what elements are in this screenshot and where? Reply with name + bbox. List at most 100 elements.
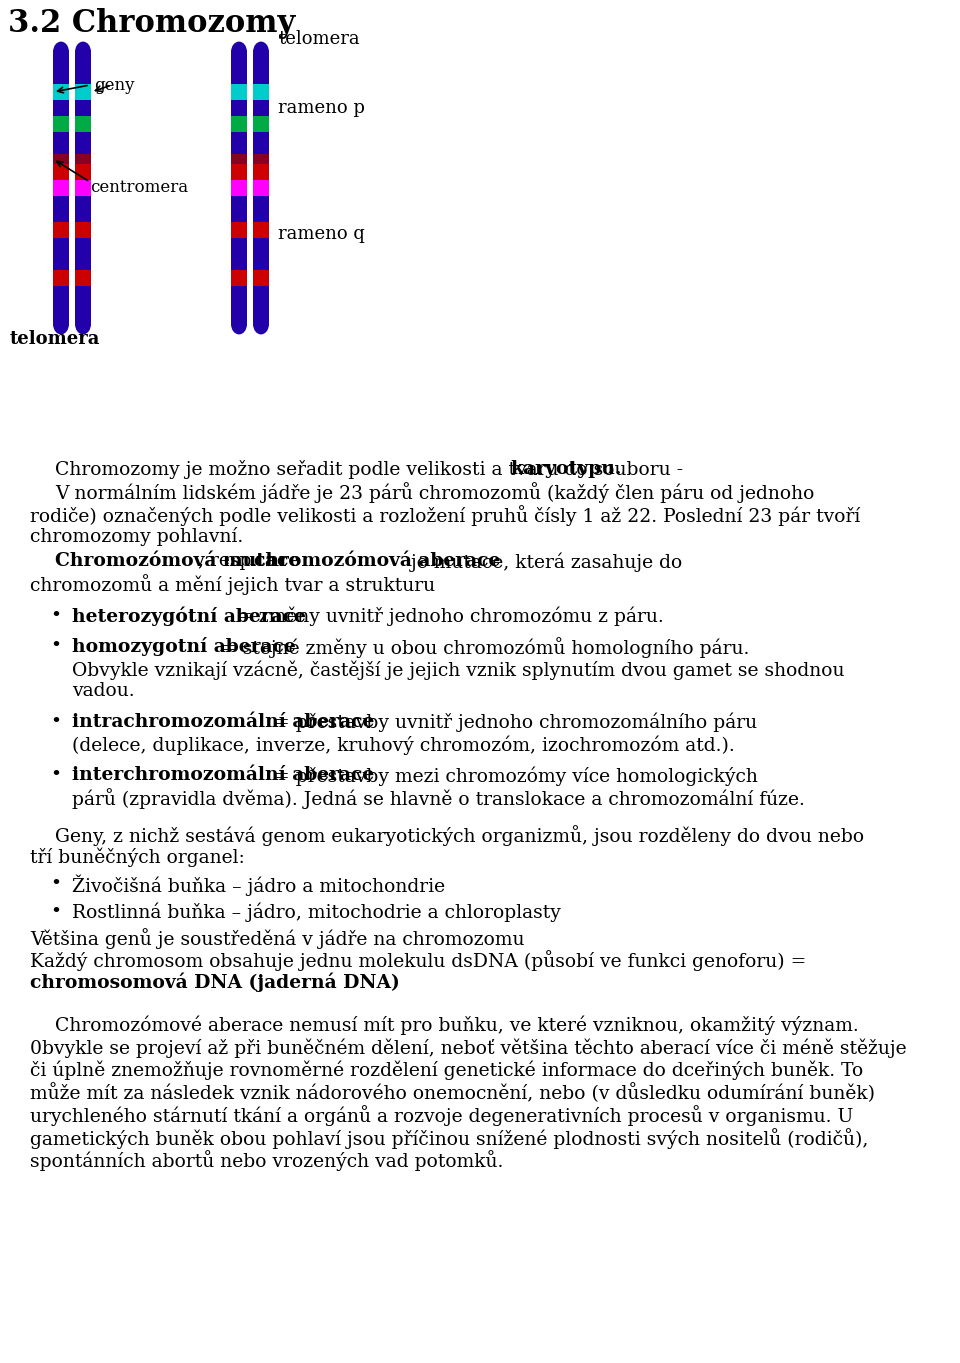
Bar bbox=[253, 164, 269, 180]
Text: homozygotní aberace: homozygotní aberace bbox=[72, 638, 296, 657]
Bar bbox=[53, 132, 69, 154]
Text: 0bvykle se projeví až při buněčném dělení, neboť většina těchto aberací více či : 0bvykle se projeví až při buněčném dělen… bbox=[30, 1039, 906, 1058]
Text: vadou.: vadou. bbox=[72, 683, 134, 701]
Ellipse shape bbox=[231, 42, 247, 63]
Ellipse shape bbox=[253, 42, 269, 63]
Ellipse shape bbox=[75, 313, 91, 334]
Bar bbox=[53, 222, 69, 239]
Bar bbox=[231, 116, 247, 132]
Text: gametických buněk obou pohlaví jsou příčinou snížené plodnosti svých nositelů (r: gametických buněk obou pohlaví jsou příč… bbox=[30, 1129, 869, 1149]
Bar bbox=[75, 196, 91, 222]
Text: chromozomů a mění jejich tvar a strukturu: chromozomů a mění jejich tvar a struktur… bbox=[30, 574, 435, 596]
Text: tří buněčných organel:: tří buněčných organel: bbox=[30, 848, 245, 867]
Text: Chromozomy je možno seřadit podle velikosti a tvaru do souboru -: Chromozomy je možno seřadit podle veliko… bbox=[55, 459, 689, 478]
Text: = přestavby mezi chromozómy více homologických: = přestavby mezi chromozómy více homolog… bbox=[268, 766, 758, 785]
Text: interchromozomální aberace: interchromozomální aberace bbox=[72, 766, 374, 784]
Bar bbox=[75, 222, 91, 239]
Text: chromozómová aberace: chromozómová aberace bbox=[254, 552, 501, 570]
Bar bbox=[75, 270, 91, 286]
Bar bbox=[231, 85, 247, 99]
Bar bbox=[75, 52, 91, 85]
Text: •: • bbox=[50, 638, 61, 656]
Text: centromera: centromera bbox=[90, 179, 188, 195]
Text: geny: geny bbox=[94, 76, 134, 94]
Text: rameno p: rameno p bbox=[278, 99, 365, 117]
Text: urychleného stárnutí tkání a orgánů a rozvoje degenerativních procesů v organism: urychleného stárnutí tkání a orgánů a ro… bbox=[30, 1105, 853, 1126]
Bar bbox=[231, 180, 247, 196]
Text: spontánních abortů nebo vrozených vad potomků.: spontánních abortů nebo vrozených vad po… bbox=[30, 1150, 503, 1171]
Text: Každý chromosom obsahuje jednu molekulu dsDNA (působí ve funkci genoforu) =: Každý chromosom obsahuje jednu molekulu … bbox=[30, 950, 806, 972]
Bar bbox=[231, 286, 247, 324]
Text: •: • bbox=[50, 607, 61, 626]
Bar bbox=[75, 164, 91, 180]
Bar bbox=[253, 154, 269, 164]
Text: 3.2 Chromozomy: 3.2 Chromozomy bbox=[8, 8, 296, 40]
Bar bbox=[231, 164, 247, 180]
Bar bbox=[231, 132, 247, 154]
Bar bbox=[75, 85, 91, 99]
Bar bbox=[53, 85, 69, 99]
Text: chromozomy pohlavní.: chromozomy pohlavní. bbox=[30, 527, 243, 547]
Bar bbox=[53, 154, 69, 164]
Text: Většina genů je soustředěná v jádře na chromozomu: Většina genů je soustředěná v jádře na c… bbox=[30, 928, 524, 949]
Bar bbox=[253, 196, 269, 222]
Bar bbox=[253, 222, 269, 239]
Bar bbox=[231, 239, 247, 270]
Ellipse shape bbox=[53, 313, 69, 334]
Text: , resp.: , resp. bbox=[199, 552, 264, 570]
Text: Geny, z nichž sestává genom eukaryotických organizmů, jsou rozděleny do dvou neb: Geny, z nichž sestává genom eukaryotický… bbox=[55, 825, 864, 846]
Ellipse shape bbox=[53, 42, 69, 63]
Bar bbox=[53, 164, 69, 180]
Text: je mutace, která zasahuje do: je mutace, která zasahuje do bbox=[405, 552, 683, 571]
Bar bbox=[231, 196, 247, 222]
Bar bbox=[253, 116, 269, 132]
Text: Obvykle vznikají vzácně, častější je jejich vznik splynutím dvou gamet se shodno: Obvykle vznikají vzácně, častější je jej… bbox=[72, 660, 845, 680]
Bar bbox=[53, 99, 69, 116]
Bar bbox=[53, 286, 69, 324]
Bar bbox=[53, 116, 69, 132]
Bar bbox=[53, 239, 69, 270]
Bar bbox=[253, 239, 269, 270]
Bar bbox=[253, 52, 269, 85]
Bar bbox=[75, 180, 91, 196]
Bar bbox=[253, 132, 269, 154]
Bar bbox=[75, 286, 91, 324]
Ellipse shape bbox=[75, 42, 91, 63]
Bar bbox=[231, 52, 247, 85]
Bar bbox=[253, 85, 269, 99]
Text: = stejné změny u obou chromozómů homologního páru.: = stejné změny u obou chromozómů homolog… bbox=[215, 638, 750, 658]
Text: či úplně znemožňuje rovnoměrné rozdělení genetické informace do dceřiných buněk.: či úplně znemožňuje rovnoměrné rozdělení… bbox=[30, 1060, 863, 1079]
Text: Živočišná buňka – jádro a mitochondrie: Živočišná buňka – jádro a mitochondrie bbox=[72, 875, 445, 897]
Bar bbox=[253, 99, 269, 116]
Text: Chromozómová mutace: Chromozómová mutace bbox=[55, 552, 300, 570]
Text: rameno q: rameno q bbox=[278, 225, 365, 243]
Ellipse shape bbox=[253, 313, 269, 334]
Bar bbox=[75, 116, 91, 132]
Text: heterozygótní aberace: heterozygótní aberace bbox=[72, 607, 306, 627]
Bar bbox=[253, 270, 269, 286]
Text: (delece, duplikace, inverze, kruhový chromozóm, izochromozóm atd.).: (delece, duplikace, inverze, kruhový chr… bbox=[72, 736, 734, 755]
Bar bbox=[231, 154, 247, 164]
Text: rodiče) označených podle velikosti a rozložení pruhů čísly 1 až 22. Poslední 23 : rodiče) označených podle velikosti a roz… bbox=[30, 506, 860, 526]
Ellipse shape bbox=[231, 313, 247, 334]
Bar bbox=[75, 239, 91, 270]
Bar bbox=[231, 222, 247, 239]
Bar bbox=[253, 180, 269, 196]
Text: •: • bbox=[50, 713, 61, 731]
Bar bbox=[75, 154, 91, 164]
Bar bbox=[53, 180, 69, 196]
Text: = změny uvnitř jednoho chromozómu z páru.: = změny uvnitř jednoho chromozómu z páru… bbox=[230, 607, 663, 627]
Text: může mít za následek vznik nádorového onemocnění, nebo (v důsledku odumírání bun: může mít za následek vznik nádorového on… bbox=[30, 1084, 875, 1103]
Bar bbox=[75, 99, 91, 116]
Text: •: • bbox=[50, 766, 61, 784]
Text: telomera: telomera bbox=[278, 30, 360, 48]
Text: karyotypu.: karyotypu. bbox=[510, 459, 621, 478]
Bar bbox=[53, 270, 69, 286]
Text: •: • bbox=[50, 902, 61, 920]
Text: V normálním lidském jádře je 23 párů chromozomů (každý člen páru od jednoho: V normálním lidském jádře je 23 párů chr… bbox=[55, 483, 814, 503]
Text: Rostlinná buňka – jádro, mitochodrie a chloroplasty: Rostlinná buňka – jádro, mitochodrie a c… bbox=[72, 902, 561, 921]
Text: párů (zpravidla dvěma). Jedná se hlavně o translokace a chromozomální fúze.: párů (zpravidla dvěma). Jedná se hlavně … bbox=[72, 789, 804, 810]
Text: intrachromozomální aberace: intrachromozomální aberace bbox=[72, 713, 374, 731]
Text: •: • bbox=[50, 875, 61, 893]
Text: = přestavby uvnitř jednoho chromozomálního páru: = přestavby uvnitř jednoho chromozomální… bbox=[268, 713, 757, 732]
